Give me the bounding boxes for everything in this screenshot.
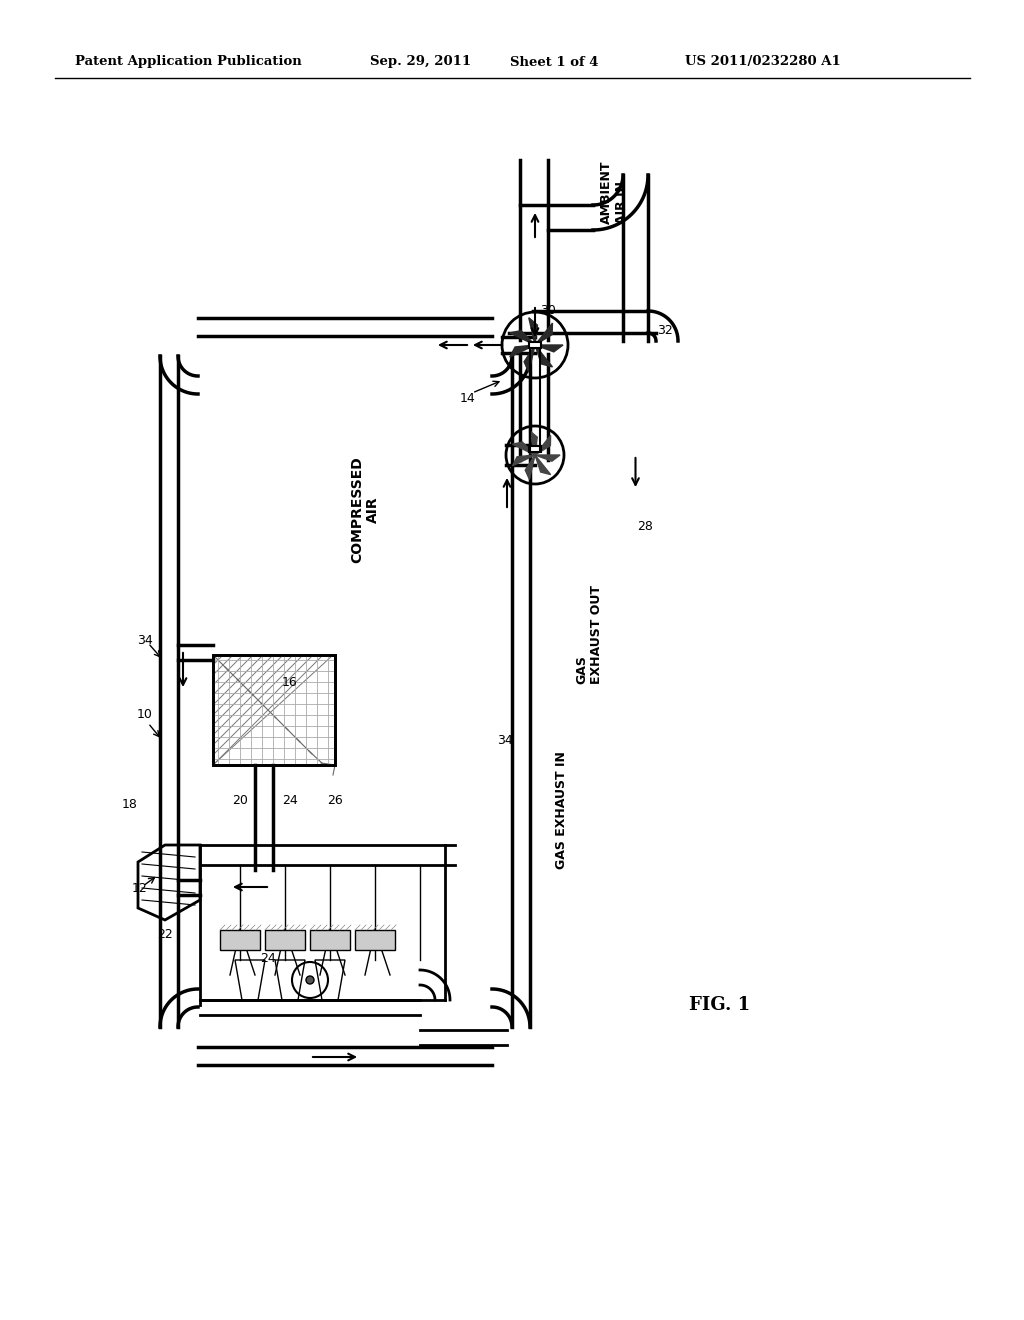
Polygon shape bbox=[535, 455, 551, 475]
Bar bbox=[265, 931, 305, 950]
Polygon shape bbox=[510, 331, 535, 345]
Text: 12: 12 bbox=[132, 882, 147, 895]
Text: 16: 16 bbox=[283, 676, 298, 689]
Text: 34: 34 bbox=[497, 734, 513, 747]
Text: 18: 18 bbox=[122, 799, 138, 812]
Bar bbox=[529, 342, 541, 348]
Circle shape bbox=[306, 975, 314, 983]
Polygon shape bbox=[510, 345, 535, 358]
Text: 10: 10 bbox=[137, 709, 153, 722]
Polygon shape bbox=[525, 455, 535, 479]
Text: 22: 22 bbox=[157, 928, 173, 941]
Polygon shape bbox=[529, 430, 538, 455]
Polygon shape bbox=[528, 318, 538, 345]
Text: 28: 28 bbox=[637, 520, 653, 533]
Text: AMBIENT
AIR IN: AMBIENT AIR IN bbox=[600, 160, 628, 224]
Polygon shape bbox=[535, 345, 553, 367]
Polygon shape bbox=[512, 442, 535, 455]
Bar bbox=[355, 931, 395, 950]
Polygon shape bbox=[512, 455, 535, 466]
Bar bbox=[220, 931, 260, 950]
Bar bbox=[310, 931, 350, 950]
Text: FIG. 1: FIG. 1 bbox=[689, 997, 751, 1014]
Polygon shape bbox=[535, 455, 560, 461]
Polygon shape bbox=[524, 345, 535, 372]
Text: 24: 24 bbox=[283, 793, 298, 807]
Text: GAS EXHAUST IN: GAS EXHAUST IN bbox=[555, 751, 568, 869]
Text: 26: 26 bbox=[327, 793, 343, 807]
Text: Patent Application Publication: Patent Application Publication bbox=[75, 55, 302, 69]
Text: 24: 24 bbox=[260, 952, 275, 965]
Text: GAS
EXHAUST OUT: GAS EXHAUST OUT bbox=[575, 586, 603, 685]
Text: US 2011/0232280 A1: US 2011/0232280 A1 bbox=[685, 55, 841, 69]
Text: Sep. 29, 2011: Sep. 29, 2011 bbox=[370, 55, 471, 69]
Text: COMPRESSED
AIR: COMPRESSED AIR bbox=[350, 457, 380, 564]
Polygon shape bbox=[535, 323, 553, 345]
Text: 20: 20 bbox=[232, 793, 248, 807]
Polygon shape bbox=[535, 436, 551, 455]
Bar bbox=[213, 655, 335, 766]
Polygon shape bbox=[535, 345, 563, 352]
Text: 14: 14 bbox=[460, 392, 476, 404]
Bar bbox=[529, 446, 541, 451]
Text: 34: 34 bbox=[137, 634, 153, 647]
Text: Sheet 1 of 4: Sheet 1 of 4 bbox=[510, 55, 598, 69]
Bar bbox=[213, 655, 335, 766]
Text: 30: 30 bbox=[540, 304, 556, 317]
Text: 32: 32 bbox=[657, 323, 673, 337]
